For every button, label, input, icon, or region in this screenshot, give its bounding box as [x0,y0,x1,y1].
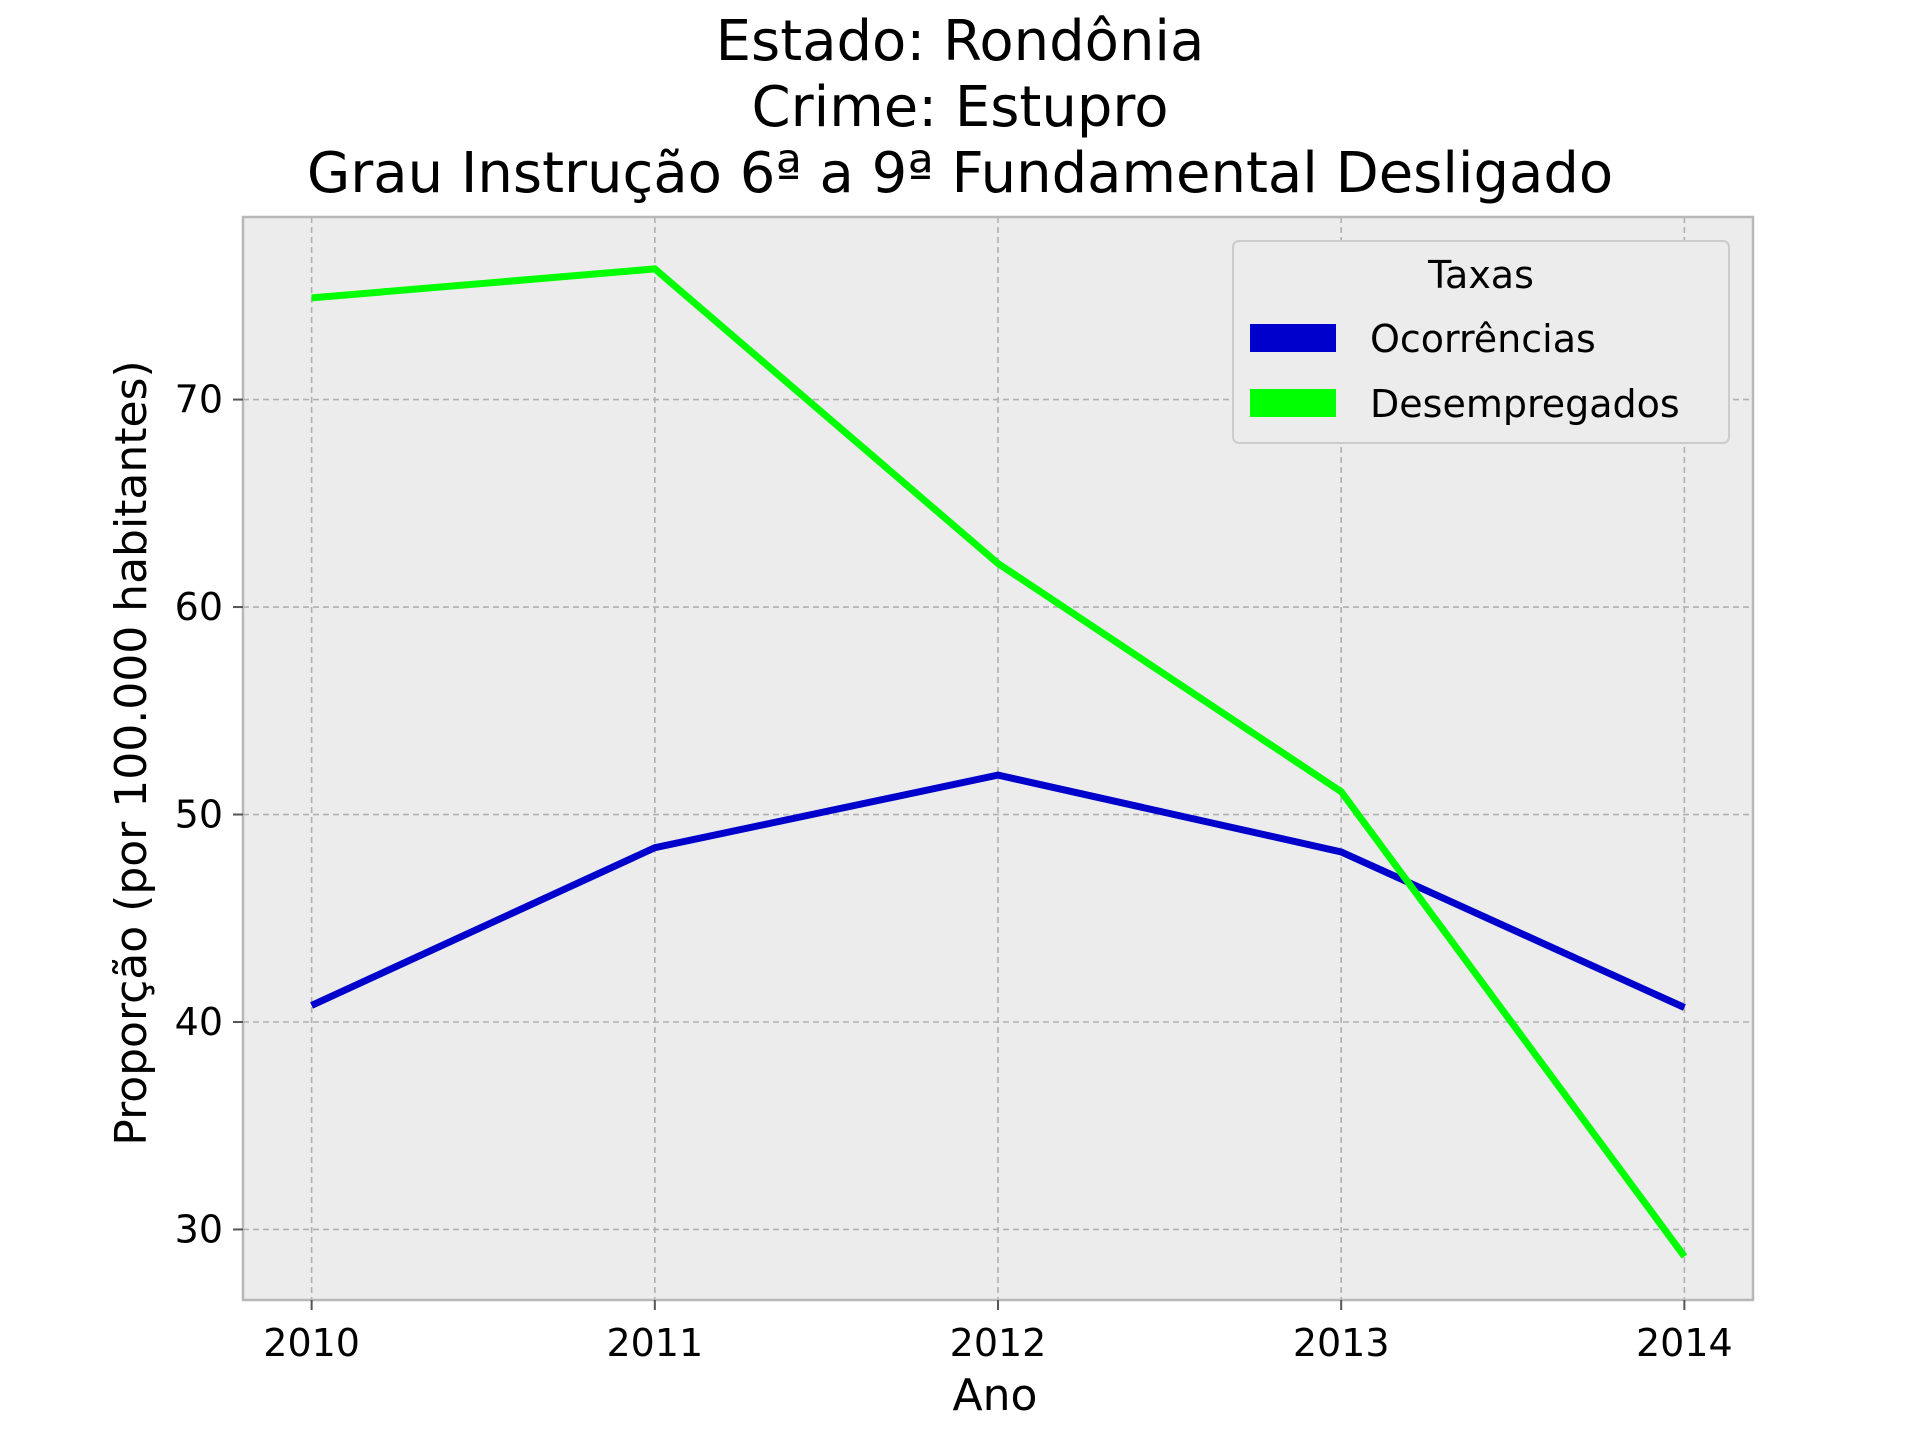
legend: Taxas Ocorrências Desempregados [1232,240,1730,444]
y-tick-label-50: 50 [175,793,223,837]
chart-title-line-3: Grau Instrução 6ª a 9ª Fundamental Desli… [306,141,1614,206]
x-tick-label-2013: 2013 [1293,1321,1390,1365]
legend-title: Taxas [1427,253,1534,297]
legend-swatch-desempregados [1250,389,1336,417]
x-tick-label-2011: 2011 [606,1321,703,1365]
x-axis-label: Ano [953,1370,1038,1421]
legend-label-ocorrencias: Ocorrências [1370,317,1596,361]
y-axis: 30 40 50 60 70 [175,378,243,1251]
series-lines [310,265,1688,1259]
x-tick-label-2012: 2012 [950,1321,1047,1365]
x-tick-label-2014: 2014 [1636,1321,1733,1365]
legend-box [1232,240,1730,444]
x-axis: 2010 2011 2012 2013 2014 [263,1300,1733,1365]
legend-swatch-ocorrencias [1250,324,1336,352]
legend-label-desempregados: Desempregados [1370,382,1680,426]
x-tick-label-2010: 2010 [263,1321,360,1365]
chart-title-line-1: Estado: Rondônia [715,9,1205,74]
y-tick-label-60: 60 [175,585,223,629]
y-tick-label-70: 70 [175,378,223,422]
y-axis-label: Proporção (por 100.000 habitantes) [106,360,157,1145]
chart-title-line-2: Crime: Estupro [751,75,1169,140]
y-tick-label-40: 40 [175,1000,223,1044]
grid-lines [243,217,1753,1300]
y-tick-label-30: 30 [175,1207,223,1251]
